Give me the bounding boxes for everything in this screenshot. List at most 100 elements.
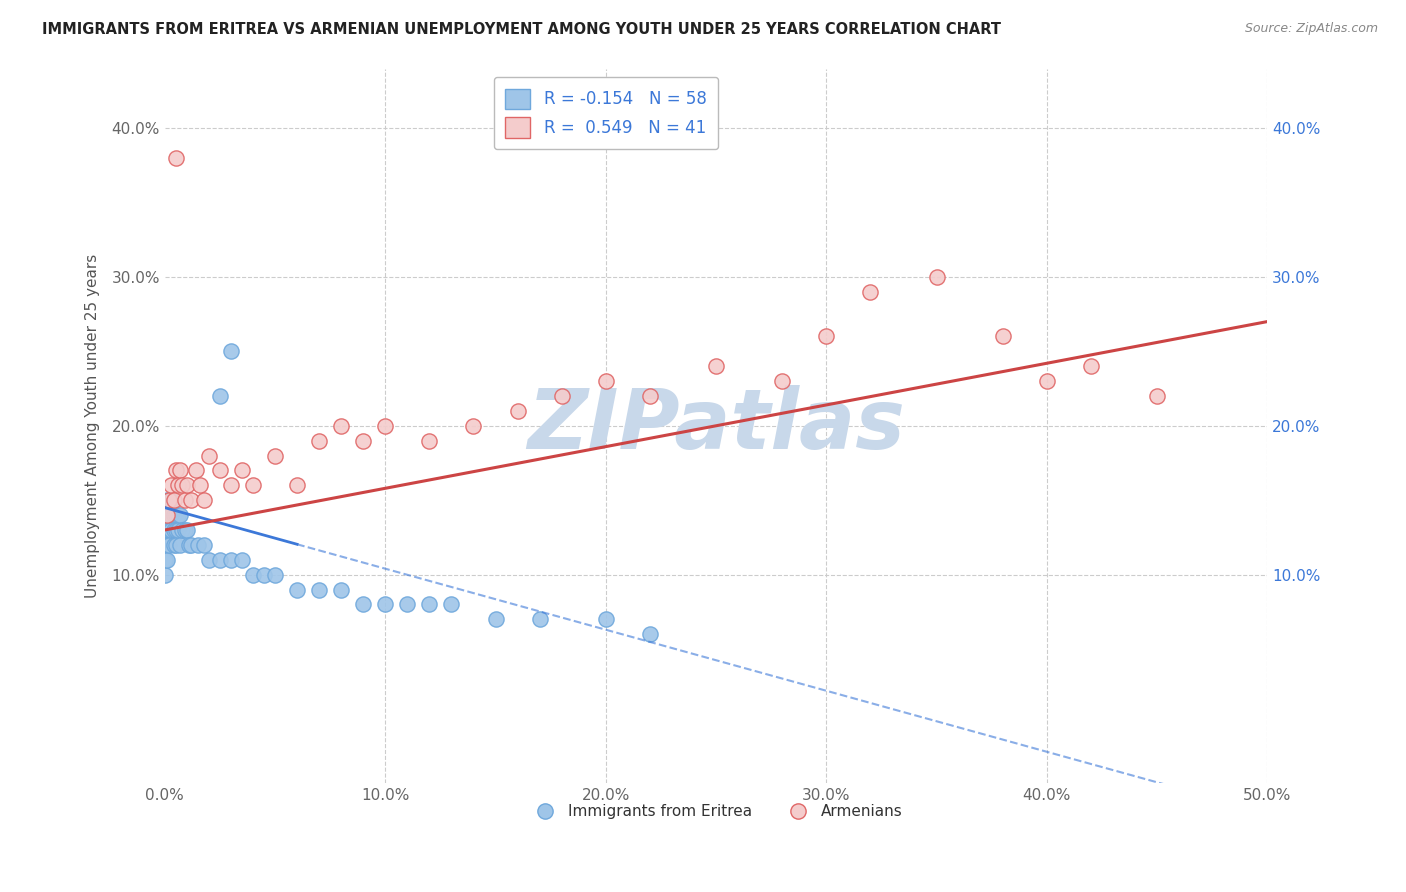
Point (167, 478, 190, 492)
Legend: Immigrants from Eritrea, Armenians: Immigrants from Eritrea, Armenians (523, 798, 908, 825)
Point (1036, 374, 1059, 388)
Point (440, 598, 463, 612)
Point (153, 508, 176, 522)
Point (157, 538, 180, 552)
Point (160, 493, 183, 508)
Point (219, 553, 242, 567)
Point (180, 493, 202, 508)
Point (165, 463, 187, 477)
Point (157, 508, 180, 522)
Text: ZIPatlas: ZIPatlas (527, 385, 905, 467)
Point (219, 344, 242, 359)
Point (162, 523, 184, 537)
Point (484, 612, 506, 626)
Point (704, 359, 727, 374)
Point (253, 567, 276, 582)
Point (167, 508, 190, 522)
Point (157, 493, 180, 508)
Point (638, 389, 661, 403)
Point (595, 374, 617, 388)
Point (172, 478, 194, 492)
Point (173, 493, 195, 508)
Point (264, 567, 287, 582)
Text: IMMIGRANTS FROM ERITREA VS ARMENIAN UNEMPLOYMENT AMONG YOUTH UNDER 25 YEARS CORR: IMMIGRANTS FROM ERITREA VS ARMENIAN UNEM… (42, 22, 1001, 37)
Point (177, 538, 200, 552)
Point (169, 463, 191, 477)
Point (156, 538, 179, 552)
Point (156, 508, 179, 522)
Point (162, 493, 184, 508)
Text: Source: ZipAtlas.com: Source: ZipAtlas.com (1244, 22, 1378, 36)
Point (162, 508, 184, 522)
Point (396, 598, 419, 612)
Point (187, 538, 209, 552)
Point (529, 612, 551, 626)
Point (242, 478, 264, 492)
Point (219, 478, 242, 492)
Point (374, 598, 396, 612)
Point (208, 553, 231, 567)
Point (308, 434, 330, 448)
Point (173, 523, 195, 537)
Point (153, 553, 176, 567)
Point (231, 463, 253, 477)
Point (330, 418, 353, 433)
Point (374, 418, 396, 433)
Point (153, 523, 176, 537)
Point (595, 612, 617, 626)
Point (506, 404, 529, 418)
Point (172, 523, 194, 537)
Point (925, 269, 948, 284)
Point (156, 523, 179, 537)
Point (165, 538, 187, 552)
Point (1080, 359, 1102, 374)
Point (208, 389, 231, 403)
Point (160, 523, 183, 537)
Point (638, 627, 661, 641)
Point (184, 463, 207, 477)
Point (153, 538, 176, 552)
Point (176, 478, 198, 492)
Point (264, 449, 287, 463)
Point (153, 553, 176, 567)
Point (160, 478, 183, 492)
Point (770, 374, 793, 388)
Point (231, 553, 253, 567)
Point (188, 478, 211, 492)
Point (165, 151, 187, 165)
Point (167, 523, 190, 537)
Point (242, 567, 264, 582)
Point (193, 538, 215, 552)
Point (153, 567, 176, 582)
Point (160, 508, 183, 522)
Point (157, 493, 180, 508)
Point (169, 508, 191, 522)
Point (352, 434, 374, 448)
Point (208, 463, 231, 477)
Point (285, 582, 308, 597)
Point (156, 508, 179, 522)
Point (815, 329, 838, 343)
Point (991, 329, 1014, 343)
Point (285, 478, 308, 492)
Point (156, 553, 179, 567)
Point (550, 389, 572, 403)
Point (418, 434, 440, 448)
Point (1146, 389, 1168, 403)
Point (198, 449, 221, 463)
Point (153, 523, 176, 537)
Point (165, 508, 187, 522)
Point (156, 493, 179, 508)
Point (169, 538, 191, 552)
Point (176, 523, 198, 537)
Point (180, 538, 202, 552)
Point (418, 598, 440, 612)
Point (463, 418, 485, 433)
Point (352, 598, 374, 612)
Y-axis label: Unemployment Among Youth under 25 years: Unemployment Among Youth under 25 years (86, 253, 100, 598)
Point (859, 285, 882, 299)
Point (157, 523, 180, 537)
Point (193, 493, 215, 508)
Point (308, 582, 330, 597)
Point (162, 538, 184, 552)
